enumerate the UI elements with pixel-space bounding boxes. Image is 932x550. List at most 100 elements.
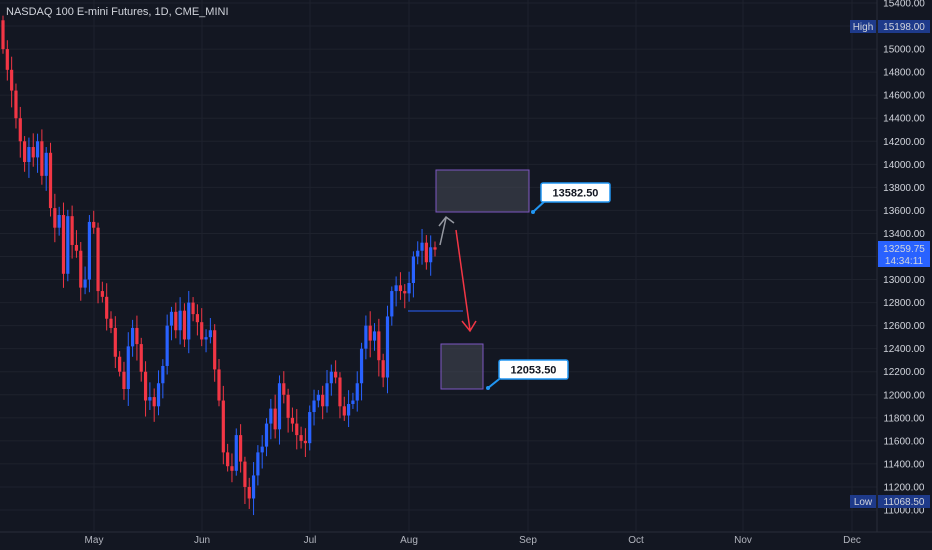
candle-body (355, 383, 359, 401)
high-value: 15198.00 (883, 22, 925, 33)
candle-body (286, 394, 290, 418)
candle-body (377, 331, 381, 361)
up-arrow[interactable] (438, 215, 455, 246)
candle-body (23, 141, 27, 163)
price-tick-label: 15000.00 (883, 45, 925, 56)
candle-body (152, 397, 156, 407)
candle-body (308, 412, 312, 444)
candle-body (295, 423, 299, 436)
candle-body (57, 215, 61, 228)
vertical-gridlines (93, 0, 853, 532)
candle-body (416, 250, 420, 257)
time-axis[interactable]: May Jun Jul Aug Sep Oct Nov Dec (0, 531, 932, 550)
candle-body (200, 322, 204, 340)
price-axis[interactable]: 11000.00 11200.00 11400.00 11600.00 11800.00… (850, 0, 932, 550)
candle-body (143, 371, 148, 401)
date-tick-label: Sep (519, 535, 537, 546)
candle-body (299, 435, 303, 441)
candle-body (364, 325, 368, 349)
candle-body (269, 408, 273, 424)
candle-body (35, 141, 40, 158)
candle-body (169, 311, 174, 326)
current-price-badge (878, 241, 930, 267)
candle-body (321, 394, 325, 407)
price-tick-label: 11400.00 (884, 459, 925, 470)
date-tick-label: Jun (194, 535, 210, 546)
candle-body (368, 325, 372, 341)
candle-body (217, 369, 221, 401)
candle-body (251, 475, 256, 499)
price-tick-label: 11600.00 (884, 436, 925, 447)
candle-body (18, 118, 22, 142)
high-value-badge (878, 20, 930, 33)
annotations: 13582.50 12053.50 (408, 169, 611, 390)
price-tick-label: 12400.00 (883, 344, 925, 355)
candle-body (161, 365, 165, 384)
candle-body (113, 327, 117, 357)
candle-body (351, 400, 355, 404)
candlestick-series (1, 15, 437, 516)
candle-body (165, 325, 169, 366)
time-axis-labels: May Jun Jul Aug Sep Oct Nov Dec (85, 535, 861, 546)
chart-title: NASDAQ 100 E-mini Futures, 1D, CME_MINI (6, 6, 229, 18)
candle-body (87, 221, 91, 280)
candle-body (256, 452, 260, 476)
candle-body (156, 383, 161, 407)
candle-body (191, 302, 195, 315)
candle-body (243, 461, 247, 487)
candle-body (398, 285, 403, 292)
low-value-badge (878, 495, 930, 508)
candle-body (182, 310, 187, 340)
candle-body (290, 417, 295, 424)
price-tick-label: 12800.00 (883, 298, 925, 309)
price-tick-label: 14200.00 (883, 137, 925, 148)
candle-body (260, 446, 264, 453)
candle-body (174, 311, 178, 331)
candle-body (1, 20, 5, 50)
upper-callout-text: 13582.50 (553, 188, 599, 200)
low-label-badge (850, 495, 876, 508)
price-tick-label: 13400.00 (883, 229, 925, 240)
candle-body (403, 291, 407, 294)
candle-body (424, 242, 428, 263)
date-tick-label: Aug (400, 535, 418, 546)
candle-body (178, 310, 182, 331)
candle-body (407, 283, 411, 294)
candle-body (247, 486, 251, 499)
lower-target-zone[interactable] (440, 343, 484, 390)
candle-body (372, 331, 377, 341)
candle-body (385, 316, 390, 378)
upper-target-zone[interactable] (435, 169, 530, 213)
price-tick-label: 14400.00 (883, 114, 925, 125)
candle-body (213, 330, 217, 370)
candle-body (342, 406, 346, 416)
candle-body (338, 377, 342, 407)
date-tick-label: Jul (304, 535, 317, 546)
candle-body (226, 452, 230, 467)
upper-callout-box[interactable] (540, 182, 611, 203)
candle-body (83, 279, 87, 288)
candle-body (282, 383, 286, 395)
down-arrow[interactable] (455, 229, 477, 333)
candle-body (118, 356, 122, 372)
candle-body (359, 348, 364, 384)
price-tick-label: 15400.00 (883, 0, 925, 10)
lower-callout-box[interactable] (498, 359, 569, 380)
candle-body (100, 291, 104, 297)
candle-body (208, 330, 212, 338)
candle-body (394, 285, 398, 292)
candle-body (347, 403, 351, 416)
candle-body (122, 371, 126, 390)
candle-body (411, 256, 415, 284)
candle-body (5, 49, 9, 70)
price-tick-label: 12000.00 (883, 390, 925, 401)
candle-body (420, 242, 424, 251)
lower-callout-dot (486, 386, 490, 390)
candle-body (66, 216, 70, 274)
candle-body (303, 440, 307, 444)
candle-body (40, 141, 44, 176)
candle-body (239, 435, 243, 462)
candle-body (230, 466, 234, 471)
